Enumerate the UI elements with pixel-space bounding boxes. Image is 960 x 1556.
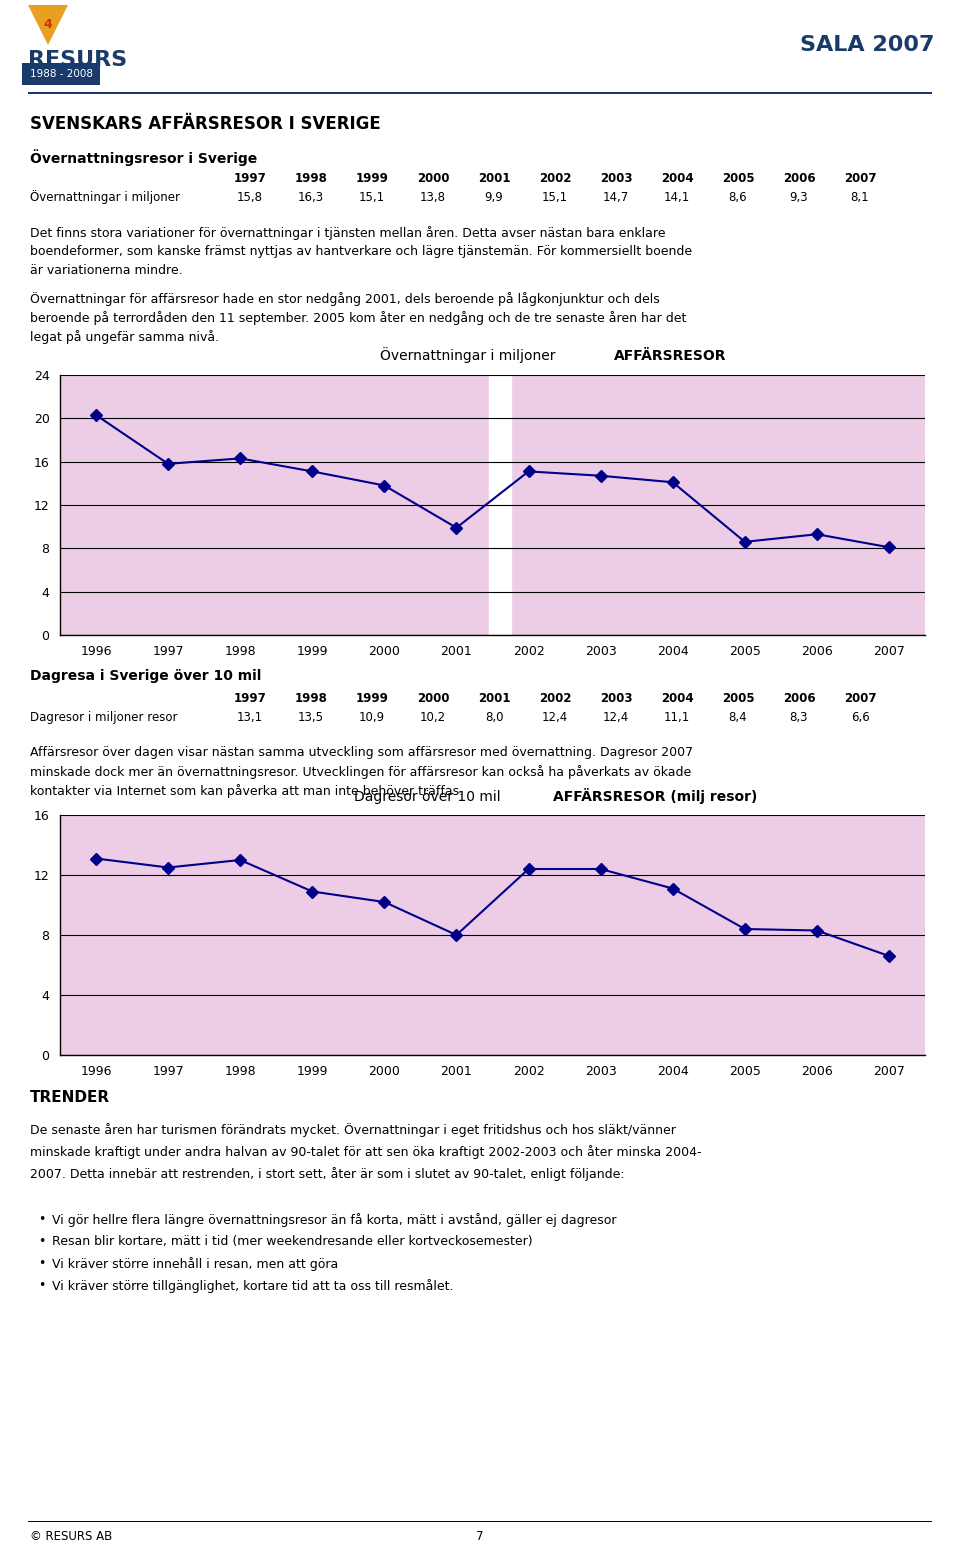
Text: minskade dock mer än övernattningsresor. Utvecklingen för affärsresor kan också : minskade dock mer än övernattningsresor.…: [30, 766, 691, 780]
Text: 13,5: 13,5: [298, 711, 324, 724]
Text: 10,9: 10,9: [359, 711, 385, 724]
Text: •: •: [38, 1214, 46, 1226]
Text: •: •: [38, 1235, 46, 1248]
Text: legat på ungefär samma nivå.: legat på ungefär samma nivå.: [30, 330, 219, 344]
Text: Det finns stora variationer för övernattningar i tjänsten mellan åren. Detta avs: Det finns stora variationer för övernatt…: [30, 226, 665, 240]
Text: Övernattningar för affärsresor hade en stor nedgång 2001, dels beroende på lågko: Övernattningar för affärsresor hade en s…: [30, 293, 660, 307]
Text: AFFÄRSRESOR: AFFÄRSRESOR: [613, 349, 726, 363]
Text: 7: 7: [476, 1530, 484, 1542]
Text: •: •: [38, 1279, 46, 1291]
Text: 16,3: 16,3: [298, 190, 324, 204]
Text: •: •: [38, 1257, 46, 1270]
Text: 8,4: 8,4: [729, 711, 747, 724]
Text: 2004: 2004: [660, 692, 693, 705]
Text: SVENSKARS AFFÄRSRESOR I SVERIGE: SVENSKARS AFFÄRSRESOR I SVERIGE: [30, 115, 381, 132]
Text: 10,2: 10,2: [420, 711, 446, 724]
Text: Övernattningar i miljoner: Övernattningar i miljoner: [30, 190, 180, 204]
Text: 2000: 2000: [417, 173, 449, 185]
Text: Vi kräver större tillgänglighet, kortare tid att ta oss till resmålet.: Vi kräver större tillgänglighet, kortare…: [52, 1279, 453, 1293]
Text: 2005: 2005: [722, 173, 755, 185]
Text: 2006: 2006: [782, 692, 815, 705]
Text: 9,3: 9,3: [790, 190, 808, 204]
Text: 1999: 1999: [355, 173, 389, 185]
Text: 2000: 2000: [417, 692, 449, 705]
Polygon shape: [28, 5, 68, 45]
Text: 2001: 2001: [478, 692, 511, 705]
Text: 15,8: 15,8: [237, 190, 263, 204]
Text: Övernattningsresor i Sverige: Övernattningsresor i Sverige: [30, 149, 257, 166]
Text: 1997: 1997: [233, 692, 266, 705]
Text: 12,4: 12,4: [603, 711, 629, 724]
Text: 2004: 2004: [660, 173, 693, 185]
Text: 1998: 1998: [295, 173, 327, 185]
Text: 14,1: 14,1: [664, 190, 690, 204]
Text: 1988 - 2008: 1988 - 2008: [30, 68, 92, 79]
Text: 2003: 2003: [600, 173, 633, 185]
Text: 15,1: 15,1: [542, 190, 568, 204]
Text: De senaste åren har turismen förändrats mycket. Övernattningar i eget fritidshus: De senaste åren har turismen förändrats …: [30, 1123, 676, 1137]
Text: 2002: 2002: [539, 692, 571, 705]
Text: Vi gör hellre flera längre övernattningsresor än få korta, mätt i avstånd, gälle: Vi gör hellre flera längre övernattnings…: [52, 1214, 616, 1228]
Bar: [489, 375, 511, 635]
Text: Vi kräver större innehåll i resan, men att göra: Vi kräver större innehåll i resan, men a…: [52, 1257, 338, 1271]
Text: 1997: 1997: [233, 173, 266, 185]
Text: 14,7: 14,7: [603, 190, 629, 204]
Text: 15,1: 15,1: [359, 190, 385, 204]
Text: 4: 4: [43, 19, 53, 31]
Text: © RESURS AB: © RESURS AB: [30, 1530, 112, 1542]
Text: 2007. Detta innebär att restrenden, i stort sett, åter är som i slutet av 90-tal: 2007. Detta innebär att restrenden, i st…: [30, 1167, 625, 1181]
Text: boendeformer, som kanske främst nyttjas av hantverkare och lägre tjänstemän. För: boendeformer, som kanske främst nyttjas …: [30, 244, 692, 258]
Text: kontakter via Internet som kan påverka att man inte behöver träffas.: kontakter via Internet som kan påverka a…: [30, 784, 463, 798]
Text: 9,9: 9,9: [485, 190, 503, 204]
Text: 8,1: 8,1: [851, 190, 870, 204]
Text: Övernattningar i miljoner: Övernattningar i miljoner: [380, 347, 560, 363]
Text: 1999: 1999: [355, 692, 389, 705]
Text: 2001: 2001: [478, 173, 511, 185]
Text: 2006: 2006: [782, 173, 815, 185]
Text: 8,0: 8,0: [485, 711, 503, 724]
Text: 8,6: 8,6: [729, 190, 747, 204]
Text: 12,4: 12,4: [541, 711, 568, 724]
Text: 2007: 2007: [844, 173, 876, 185]
Text: är variationerna mindre.: är variationerna mindre.: [30, 265, 182, 277]
Text: 13,1: 13,1: [237, 711, 263, 724]
Text: 2003: 2003: [600, 692, 633, 705]
Text: minskade kraftigt under andra halvan av 90-talet för att sen öka kraftigt 2002-2: minskade kraftigt under andra halvan av …: [30, 1145, 702, 1159]
Text: 2002: 2002: [539, 173, 571, 185]
Text: 13,8: 13,8: [420, 190, 446, 204]
Text: 8,3: 8,3: [790, 711, 808, 724]
Text: AFFÄRSRESOR (milj resor): AFFÄRSRESOR (milj resor): [553, 789, 757, 804]
Text: 1998: 1998: [295, 692, 327, 705]
Text: SALA 2007: SALA 2007: [801, 34, 935, 54]
Text: RESURS: RESURS: [28, 50, 127, 70]
Text: Dagresor i miljoner resor: Dagresor i miljoner resor: [30, 711, 178, 724]
Text: Dagresa i Sverige över 10 mil: Dagresa i Sverige över 10 mil: [30, 669, 261, 683]
Text: 11,1: 11,1: [664, 711, 690, 724]
Text: TRENDER: TRENDER: [30, 1089, 110, 1105]
Text: beroende på terrordåden den 11 september. 2005 kom åter en nedgång och de tre se: beroende på terrordåden den 11 september…: [30, 311, 686, 325]
Text: Dagresor över 10 mil: Dagresor över 10 mil: [354, 790, 505, 804]
Text: Affärsresor över dagen visar nästan samma utveckling som affärsresor med övernat: Affärsresor över dagen visar nästan samm…: [30, 745, 693, 759]
Text: 6,6: 6,6: [851, 711, 870, 724]
Text: Resan blir kortare, mätt i tid (mer weekendresande eller kortveckosemester): Resan blir kortare, mätt i tid (mer week…: [52, 1235, 533, 1248]
Text: 2007: 2007: [844, 692, 876, 705]
Text: 2005: 2005: [722, 692, 755, 705]
FancyBboxPatch shape: [22, 62, 100, 86]
